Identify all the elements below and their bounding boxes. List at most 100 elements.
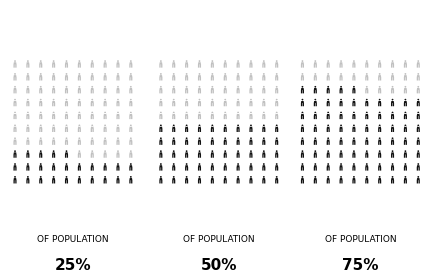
PathPatch shape [103, 163, 107, 171]
PathPatch shape [339, 60, 343, 68]
PathPatch shape [129, 150, 133, 158]
PathPatch shape [249, 176, 253, 183]
PathPatch shape [326, 125, 330, 132]
PathPatch shape [198, 112, 201, 119]
Text: 75%: 75% [342, 258, 379, 274]
PathPatch shape [365, 163, 369, 171]
PathPatch shape [103, 125, 107, 132]
PathPatch shape [404, 112, 407, 119]
PathPatch shape [339, 125, 343, 132]
PathPatch shape [224, 73, 227, 81]
PathPatch shape [365, 137, 369, 145]
PathPatch shape [13, 60, 17, 68]
PathPatch shape [224, 176, 227, 183]
Text: 50%: 50% [200, 258, 237, 274]
PathPatch shape [78, 99, 81, 106]
PathPatch shape [39, 150, 42, 158]
PathPatch shape [301, 125, 304, 132]
PathPatch shape [236, 125, 240, 132]
PathPatch shape [159, 176, 163, 183]
PathPatch shape [275, 99, 278, 106]
PathPatch shape [172, 86, 175, 93]
PathPatch shape [339, 150, 343, 158]
PathPatch shape [185, 137, 188, 145]
PathPatch shape [103, 150, 107, 158]
PathPatch shape [39, 99, 42, 106]
PathPatch shape [404, 150, 407, 158]
PathPatch shape [52, 125, 55, 132]
PathPatch shape [275, 137, 278, 145]
PathPatch shape [417, 137, 420, 145]
PathPatch shape [211, 176, 214, 183]
PathPatch shape [249, 163, 253, 171]
PathPatch shape [129, 112, 133, 119]
PathPatch shape [417, 99, 420, 106]
PathPatch shape [52, 163, 55, 171]
PathPatch shape [198, 99, 201, 106]
PathPatch shape [39, 137, 42, 145]
PathPatch shape [172, 176, 175, 183]
PathPatch shape [339, 112, 343, 119]
PathPatch shape [129, 60, 133, 68]
PathPatch shape [236, 163, 240, 171]
PathPatch shape [172, 99, 175, 106]
PathPatch shape [378, 137, 381, 145]
PathPatch shape [314, 137, 317, 145]
PathPatch shape [339, 163, 343, 171]
PathPatch shape [326, 163, 330, 171]
PathPatch shape [185, 99, 188, 106]
PathPatch shape [224, 112, 227, 119]
PathPatch shape [314, 99, 317, 106]
PathPatch shape [352, 150, 356, 158]
PathPatch shape [116, 150, 120, 158]
PathPatch shape [103, 60, 107, 68]
PathPatch shape [211, 60, 214, 68]
PathPatch shape [26, 137, 30, 145]
PathPatch shape [417, 176, 420, 183]
PathPatch shape [365, 112, 369, 119]
PathPatch shape [275, 125, 278, 132]
PathPatch shape [339, 73, 343, 81]
PathPatch shape [365, 150, 369, 158]
PathPatch shape [326, 73, 330, 81]
PathPatch shape [198, 150, 201, 158]
PathPatch shape [391, 163, 394, 171]
PathPatch shape [211, 86, 214, 93]
PathPatch shape [65, 73, 68, 81]
PathPatch shape [249, 112, 253, 119]
PathPatch shape [129, 86, 133, 93]
PathPatch shape [159, 150, 163, 158]
PathPatch shape [404, 99, 407, 106]
PathPatch shape [129, 163, 133, 171]
PathPatch shape [78, 112, 81, 119]
PathPatch shape [391, 150, 394, 158]
PathPatch shape [301, 150, 304, 158]
PathPatch shape [275, 176, 278, 183]
PathPatch shape [224, 137, 227, 145]
PathPatch shape [378, 73, 381, 81]
PathPatch shape [172, 137, 175, 145]
PathPatch shape [352, 137, 356, 145]
Text: OF POPULATION: OF POPULATION [183, 235, 254, 244]
PathPatch shape [326, 150, 330, 158]
PathPatch shape [224, 86, 227, 93]
PathPatch shape [52, 137, 55, 145]
PathPatch shape [417, 150, 420, 158]
PathPatch shape [129, 137, 133, 145]
PathPatch shape [365, 125, 369, 132]
PathPatch shape [314, 86, 317, 93]
PathPatch shape [52, 176, 55, 183]
PathPatch shape [185, 163, 188, 171]
PathPatch shape [391, 99, 394, 106]
PathPatch shape [78, 176, 81, 183]
PathPatch shape [39, 86, 42, 93]
PathPatch shape [116, 99, 120, 106]
PathPatch shape [301, 60, 304, 68]
PathPatch shape [116, 60, 120, 68]
PathPatch shape [91, 99, 94, 106]
PathPatch shape [65, 125, 68, 132]
PathPatch shape [91, 125, 94, 132]
PathPatch shape [78, 137, 81, 145]
PathPatch shape [314, 150, 317, 158]
PathPatch shape [211, 163, 214, 171]
